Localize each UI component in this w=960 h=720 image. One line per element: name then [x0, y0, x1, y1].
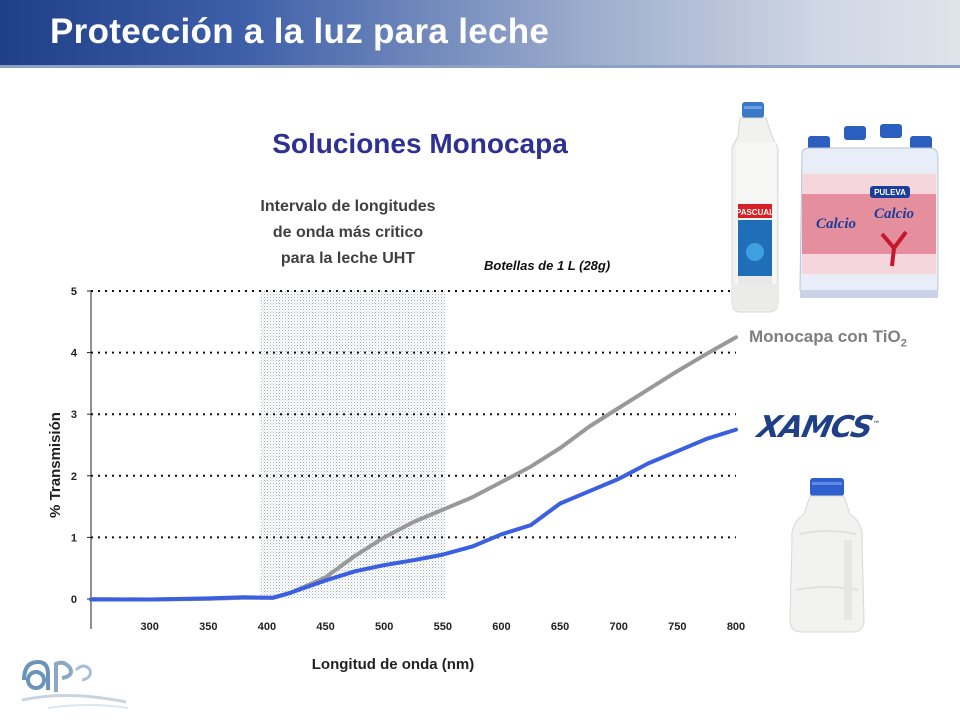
- six-pack-bottles-image: Calcio Calcio PULEVA: [796, 114, 942, 320]
- critical-note-line-1: Intervalo de longitudes: [260, 198, 436, 215]
- grid-lines: [91, 290, 736, 539]
- y-tick-label: 0: [71, 594, 77, 606]
- critical-range-note: Intervalo de longitudes de onda más crit…: [232, 194, 464, 272]
- small-white-bottle-image: [766, 470, 888, 634]
- x-tick-label: 400: [258, 621, 276, 633]
- x-tick-label: 750: [668, 621, 686, 633]
- x-tick-label: 500: [375, 621, 393, 633]
- x-tick-label: 300: [140, 621, 158, 633]
- y-axis-label: % Transmisión: [47, 412, 64, 518]
- y-tick-label: 4: [71, 348, 78, 360]
- chart-subtitle: Soluciones Monocapa: [272, 128, 568, 159]
- x-tick-label: 650: [551, 621, 569, 633]
- y-ticks: 0 1 2 3 4 5: [71, 286, 91, 606]
- x-tick-label: 700: [610, 621, 628, 633]
- x-tick-label: 800: [727, 621, 745, 633]
- critical-note-line-3: para la leche UHT: [280, 250, 416, 267]
- company-logo: [21, 659, 129, 709]
- xamcs-logo-text: XAMCS: [754, 410, 876, 445]
- y-tick-label: 1: [71, 532, 77, 544]
- series-label-tio2: Monocapa con TiO2: [749, 327, 907, 349]
- x-tick-label: 550: [434, 621, 452, 633]
- x-tick-label: 450: [316, 621, 334, 633]
- pascual-label: PASCUAL: [736, 208, 774, 217]
- series-group: [89, 335, 738, 602]
- x-axis-label: Longitud de onda (nm): [312, 656, 474, 673]
- page-title: Protección a la luz para leche: [50, 12, 550, 51]
- tall-milk-bottle-image: PASCUAL: [731, 102, 779, 313]
- xamcs-logo: XAMCS™: [754, 410, 881, 445]
- calcio-label-right: Calcio: [874, 206, 914, 222]
- bottle-note: Botellas de 1 L (28g): [484, 258, 611, 273]
- critical-note-line-2: de onda más critico: [272, 224, 424, 241]
- calcio-label-left: Calcio: [816, 216, 856, 232]
- y-tick-label: 5: [71, 286, 77, 298]
- series-line-2: [89, 427, 738, 602]
- y-tick-label: 2: [71, 471, 77, 483]
- series-label-subscript: 2: [900, 337, 907, 350]
- critical-range-band: [261, 291, 446, 599]
- puleva-label: PULEVA: [874, 188, 906, 197]
- y-tick-label: 3: [71, 409, 77, 421]
- x-tick-label: 600: [492, 621, 510, 633]
- x-tick-label: 350: [199, 621, 217, 633]
- x-ticks: 300 350 400 450 500 550 600 650 700 750 800: [140, 621, 745, 633]
- title-bar: Protección a la luz para leche: [0, 0, 960, 68]
- series-label-text: Monocapa con TiO: [749, 327, 901, 346]
